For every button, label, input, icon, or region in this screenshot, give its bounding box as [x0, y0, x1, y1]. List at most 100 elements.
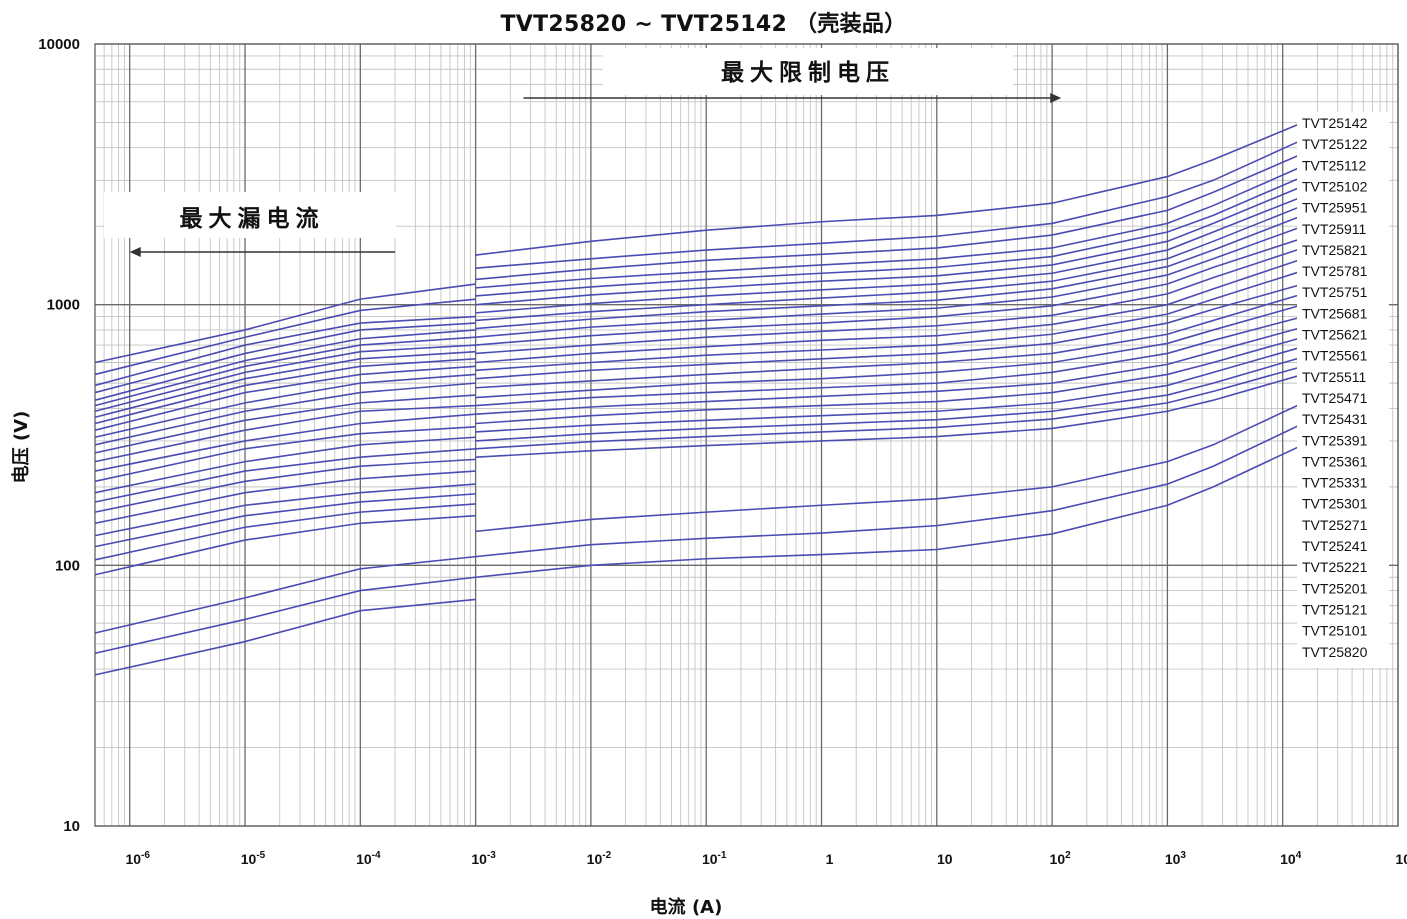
x-tick-label: 10-5 — [241, 850, 266, 867]
series-clamp-line — [475, 293, 1304, 389]
series-label: TVT25201 — [1302, 580, 1368, 596]
series-leakage-line — [94, 298, 476, 376]
series-clamp-line — [475, 373, 1304, 458]
annotation-clamp-voltage: 最大限制电压 — [721, 60, 895, 86]
series-leakage-line — [94, 425, 476, 483]
x-tick-label: 10-3 — [471, 850, 496, 867]
series-label: TVT25951 — [1302, 200, 1368, 216]
y-tick-label: 1000 — [47, 297, 80, 314]
series-clamp-line — [475, 121, 1304, 256]
series-label: TVT25361 — [1302, 453, 1368, 469]
series-label: TVT25331 — [1302, 475, 1368, 491]
series-clamp-line — [475, 269, 1304, 372]
series-clamp-line — [475, 214, 1304, 330]
series-clamp-line — [475, 237, 1304, 346]
series-leakage-line — [94, 598, 476, 676]
series-label: TVT25271 — [1302, 517, 1368, 533]
x-tick-label: 10-2 — [587, 850, 612, 867]
series-leakage-line — [94, 373, 476, 439]
series-leakage-line — [94, 436, 476, 494]
series-leakage-line — [94, 350, 476, 418]
x-tick-label: 105 — [1395, 850, 1407, 867]
series-leakage-line — [94, 458, 476, 513]
series-label: TVT25121 — [1302, 601, 1368, 617]
series-leakage-line — [94, 357, 476, 425]
annotation-leakage-arrowhead — [129, 247, 141, 257]
x-tick-label: 1 — [826, 851, 834, 867]
series-clamp-line — [475, 345, 1304, 433]
series-clamp-line — [475, 225, 1304, 339]
series-label: TVT25681 — [1302, 305, 1368, 321]
series-legend: TVT25142 TVT25122 TVT25112 TVT25102 TVT25951… — [1297, 112, 1389, 668]
series-leakage-line — [94, 483, 476, 537]
x-tick-labels: 10-6 10-5 10-4 10-3 10-2 10-1 1 10 102 103 104 105 — [125, 850, 1407, 867]
y-tick-label: 100 — [55, 557, 80, 574]
series-clamp-line — [475, 152, 1304, 281]
series-clamp-line — [475, 422, 1304, 558]
series-layer — [94, 121, 1304, 676]
x-tick-label: 10 — [937, 851, 953, 867]
series-leakage-line — [94, 382, 476, 446]
series-leakage-line — [94, 315, 476, 387]
y-tick-label: 10 — [63, 818, 80, 835]
series-leakage-line — [94, 413, 476, 472]
series-leakage-line — [94, 394, 476, 454]
legend-background — [1297, 112, 1389, 668]
y-axis-label: 电压 (V) — [10, 411, 32, 484]
series-clamp-line — [475, 185, 1304, 306]
series-clamp-line — [475, 258, 1304, 364]
series-clamp-line — [475, 195, 1304, 314]
series-leakage-line — [94, 336, 476, 407]
series-label: TVT25911 — [1302, 221, 1367, 237]
series-clamp-line — [475, 356, 1304, 442]
series-clamp-line — [475, 365, 1304, 450]
series-clamp-line — [475, 283, 1304, 380]
series-leakage-line — [94, 493, 476, 548]
annotation-bg-leakage — [104, 192, 396, 238]
series-leakage-line — [94, 555, 476, 634]
series-label: TVT25561 — [1302, 348, 1368, 364]
plot-frame — [94, 43, 1399, 827]
annotation-clamp-arrowhead — [1050, 93, 1062, 103]
series-clamp-line — [475, 402, 1304, 533]
series-clamp-line — [475, 204, 1304, 322]
series-label: TVT25511 — [1302, 369, 1367, 385]
series-clamp-line — [475, 175, 1304, 297]
chart-title: TVT25820 ~ TVT25142 （壳装品） — [500, 12, 907, 37]
annotation-max-leakage: 最大漏电流 — [180, 205, 325, 232]
series-leakage-line — [94, 329, 476, 401]
x-tick-label: 102 — [1050, 850, 1072, 867]
series-leakage-line — [94, 514, 476, 576]
series-clamp-line — [475, 303, 1304, 399]
series-label: TVT25391 — [1302, 432, 1368, 448]
series-leakage-line — [94, 576, 476, 655]
series-label: TVT25142 — [1302, 115, 1368, 131]
series-label: TVT25221 — [1302, 559, 1368, 575]
series-clamp-line — [475, 326, 1304, 416]
x-tick-label: 103 — [1165, 850, 1187, 867]
series-label: TVT25471 — [1302, 390, 1368, 406]
series-clamp-line — [475, 138, 1304, 270]
series-leakage-line — [94, 365, 476, 431]
x-tick-label: 10-6 — [125, 850, 150, 867]
series-label: TVT25781 — [1302, 263, 1368, 279]
series-clamp-line — [475, 165, 1304, 289]
x-tick-label: 10-4 — [356, 850, 381, 867]
x-axis-label: 电流 (A) — [650, 896, 723, 918]
series-clamp-line — [475, 444, 1304, 579]
series-leakage-line — [94, 344, 476, 413]
series-leakage-line — [94, 470, 476, 525]
series-label: TVT25122 — [1302, 136, 1368, 152]
series-label: TVT25301 — [1302, 496, 1368, 512]
x-tick-label: 104 — [1280, 850, 1302, 867]
series-label: TVT25431 — [1302, 411, 1368, 427]
series-label: TVT25751 — [1302, 284, 1368, 300]
series-leakage-line — [94, 322, 476, 394]
x-tick-label: 10-1 — [702, 850, 727, 867]
y-tick-labels: 10 100 1000 10000 — [38, 36, 80, 835]
series-label: TVT25621 — [1302, 327, 1368, 343]
series-clamp-line — [475, 315, 1304, 407]
y-tick-label: 10000 — [38, 36, 80, 53]
